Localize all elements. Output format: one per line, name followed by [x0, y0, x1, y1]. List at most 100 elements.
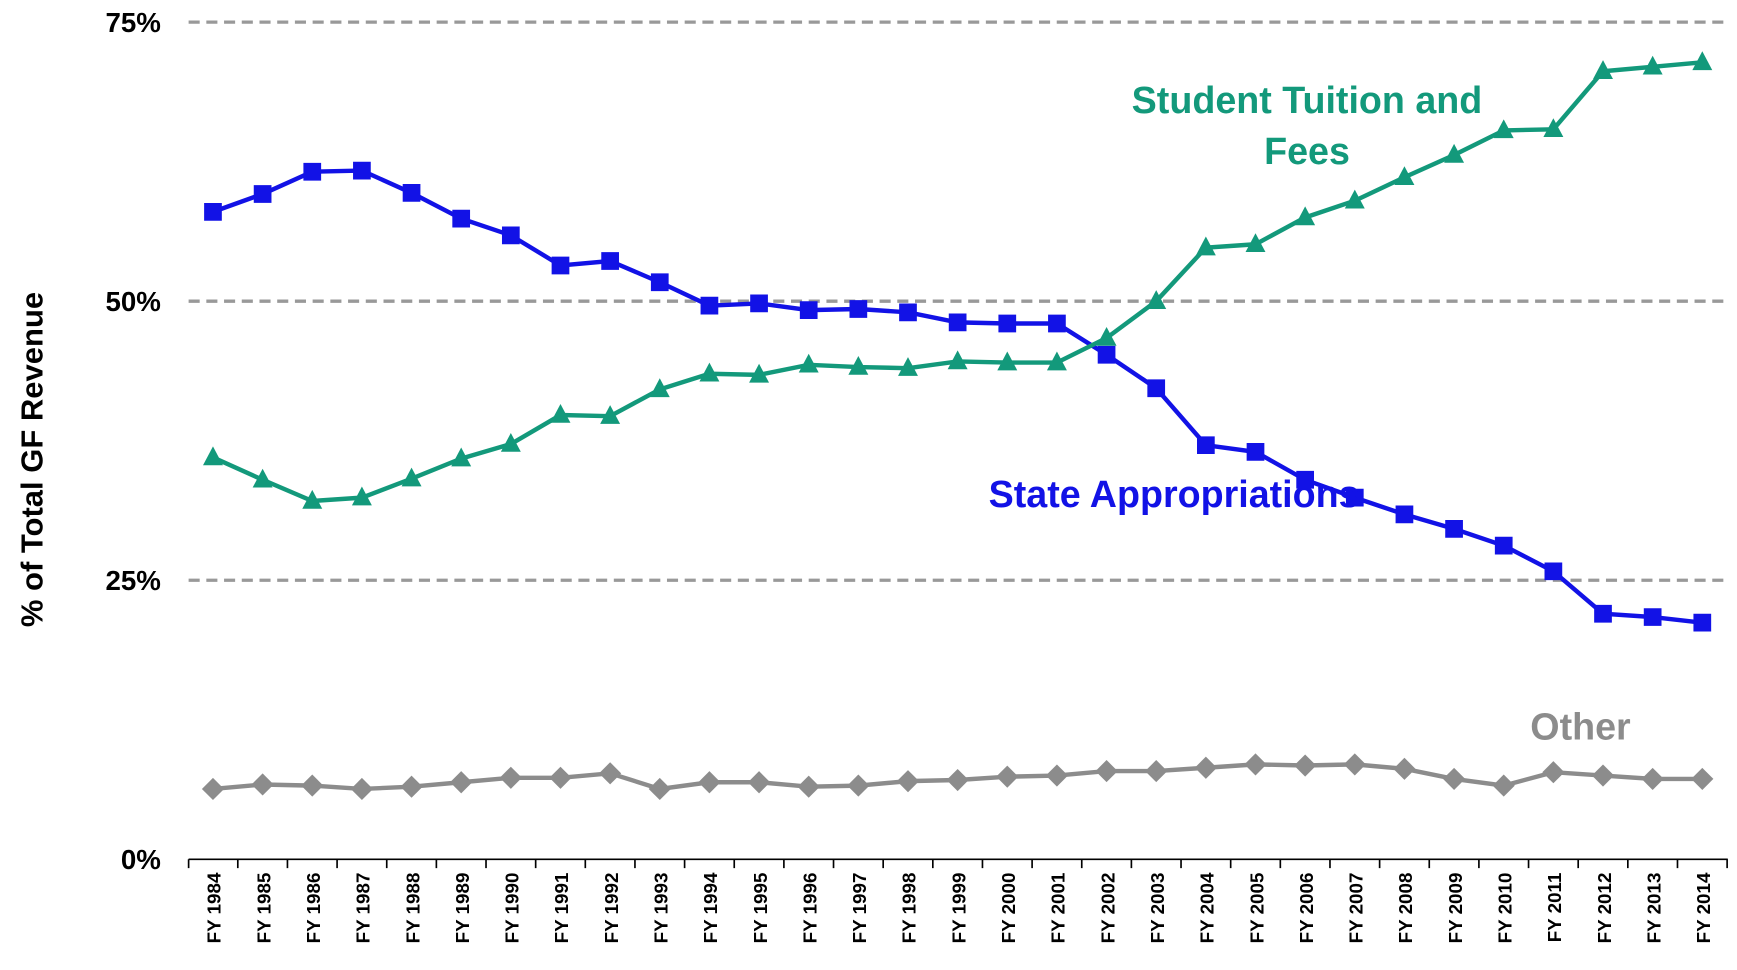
- x-tick-label: FY 1993: [651, 873, 672, 944]
- data-point: [701, 297, 719, 315]
- series-label: Student Tuition and Fees: [1119, 75, 1495, 177]
- x-tick-label: FY 1992: [601, 873, 622, 944]
- x-tick-label: FY 2011: [1544, 873, 1565, 943]
- data-point: [1594, 605, 1612, 623]
- x-tick-label: FY 1990: [502, 873, 523, 944]
- data-point: [1147, 379, 1165, 397]
- x-tick-label: FY 2009: [1445, 873, 1466, 944]
- data-point: [949, 314, 967, 332]
- data-point: [351, 778, 373, 800]
- y-tick-label: 50%: [106, 286, 161, 317]
- x-tick-label: FY 2005: [1246, 873, 1267, 944]
- data-point: [651, 273, 669, 291]
- x-tick-label: FY 1994: [700, 872, 721, 943]
- x-tick-label: FY 2002: [1097, 873, 1118, 944]
- data-point: [899, 303, 917, 321]
- data-point: [1195, 757, 1217, 779]
- series-label-box: Other: [1470, 702, 1691, 824]
- x-tick-label: FY 2014: [1693, 872, 1714, 943]
- data-point: [1393, 758, 1415, 780]
- data-point: [452, 210, 470, 228]
- y-axis-title: % of Total GF Revenue: [14, 292, 49, 627]
- data-point: [303, 163, 321, 181]
- data-point: [847, 775, 869, 797]
- data-point: [552, 257, 570, 275]
- data-point: [800, 301, 818, 319]
- y-tick-label: 75%: [106, 7, 161, 38]
- x-tick-label: FY 1989: [452, 873, 473, 944]
- x-tick-label: FY 1985: [253, 873, 274, 944]
- series-label: State Appropriations: [986, 469, 1362, 520]
- x-tick-label: FY 1999: [948, 873, 969, 944]
- data-point: [996, 766, 1018, 788]
- data-point: [549, 767, 571, 789]
- data-point: [1048, 315, 1066, 333]
- data-point: [1145, 760, 1167, 782]
- x-tick-label: FY 1997: [849, 873, 870, 944]
- data-point: [1097, 327, 1117, 346]
- data-point: [500, 767, 522, 789]
- data-point: [750, 295, 768, 313]
- data-point: [353, 162, 371, 180]
- x-tick-label: FY 1991: [551, 873, 572, 944]
- data-point: [1691, 768, 1713, 790]
- data-point: [601, 252, 619, 270]
- series-label-box: Student Tuition and Fees: [1119, 75, 1495, 197]
- data-point: [204, 203, 222, 221]
- data-point: [1046, 764, 1068, 786]
- chart: % of Total GF Revenue 0% 25% 50% 75% FY 1984…: [0, 0, 1737, 970]
- data-point: [1693, 614, 1711, 632]
- x-tick-label: FY 2008: [1395, 873, 1416, 944]
- page: {"chart_data": {"type": "line", "y_label…: [0, 0, 1737, 970]
- x-tick-label: FY 1988: [402, 873, 423, 944]
- data-point: [649, 778, 671, 800]
- data-point: [400, 776, 422, 798]
- data-point: [798, 776, 820, 798]
- y-tick-label: 0%: [121, 844, 161, 875]
- data-point: [698, 771, 720, 793]
- x-tick-label: FY 2004: [1197, 872, 1218, 943]
- data-point: [947, 769, 969, 791]
- data-point: [1495, 537, 1513, 555]
- x-tick-label: FY 1986: [303, 873, 324, 944]
- x-tick-label: FY 1996: [799, 873, 820, 944]
- data-point: [1247, 443, 1265, 461]
- data-point: [998, 315, 1016, 333]
- data-point: [599, 762, 621, 784]
- x-tick-label: FY 2003: [1147, 873, 1168, 944]
- x-tick-label: FY 1984: [204, 872, 225, 943]
- x-tick-label: FY 2007: [1346, 873, 1367, 944]
- data-point: [849, 300, 867, 318]
- data-point: [1545, 562, 1563, 580]
- data-point: [252, 773, 274, 795]
- data-point: [1443, 768, 1465, 790]
- data-point: [1095, 760, 1117, 782]
- data-point: [1098, 346, 1116, 364]
- data-point: [1244, 753, 1266, 775]
- x-tick-label: FY 2001: [1048, 873, 1069, 944]
- x-tick-label: FY 2013: [1643, 873, 1664, 944]
- x-tick-label: FY 1998: [899, 873, 920, 944]
- data-point: [1294, 754, 1316, 776]
- data-point: [202, 778, 224, 800]
- data-point: [1396, 506, 1414, 524]
- data-point: [1445, 520, 1463, 538]
- y-tick-label: 25%: [106, 565, 161, 596]
- x-tick-label: FY 2012: [1594, 873, 1615, 944]
- data-point: [203, 446, 223, 465]
- data-point: [502, 226, 520, 244]
- series-line: [213, 171, 1702, 623]
- data-point: [748, 771, 770, 793]
- data-point: [450, 771, 472, 793]
- x-tick-label: FY 2006: [1296, 873, 1317, 944]
- data-point: [1197, 436, 1215, 454]
- x-tick-label: FY 1995: [750, 873, 771, 944]
- data-point: [301, 775, 323, 797]
- x-tick-label: FY 1987: [353, 873, 374, 944]
- series-label-box: State Appropriations: [986, 469, 1362, 591]
- data-point: [403, 184, 421, 202]
- x-tick-label: FY 2010: [1494, 873, 1515, 944]
- data-point: [1692, 51, 1712, 70]
- data-point: [1644, 608, 1662, 626]
- data-point: [1344, 753, 1366, 775]
